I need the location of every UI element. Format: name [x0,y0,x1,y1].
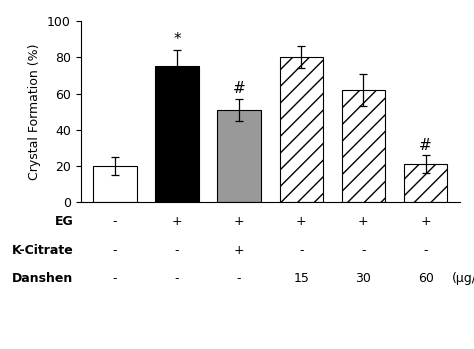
Text: +: + [172,215,182,228]
Text: +: + [358,215,369,228]
Y-axis label: Crystal Formation (%): Crystal Formation (%) [28,43,41,180]
Text: -: - [237,272,241,285]
Text: -: - [112,244,117,257]
Bar [404,164,447,202]
Bar [93,166,137,202]
Text: #: # [233,81,246,96]
Text: -: - [175,272,179,285]
Text: (μg/ml): (μg/ml) [452,272,474,285]
Text: 60: 60 [418,272,434,285]
Text: +: + [234,244,245,257]
Text: -: - [361,244,365,257]
Text: -: - [299,244,303,257]
Bar [342,90,385,202]
Bar [155,66,199,202]
Text: 30: 30 [356,272,371,285]
Text: EG: EG [55,215,73,228]
Text: K-Citrate: K-Citrate [12,244,73,257]
Text: -: - [175,244,179,257]
Text: Danshen: Danshen [12,272,73,285]
Text: #: # [419,138,432,153]
Bar [218,110,261,202]
Bar [280,57,323,202]
Text: +: + [296,215,307,228]
Text: 15: 15 [293,272,309,285]
Text: +: + [234,215,245,228]
Text: *: * [173,32,181,47]
Text: -: - [112,215,117,228]
Text: -: - [423,244,428,257]
Text: +: + [420,215,431,228]
Text: -: - [112,272,117,285]
